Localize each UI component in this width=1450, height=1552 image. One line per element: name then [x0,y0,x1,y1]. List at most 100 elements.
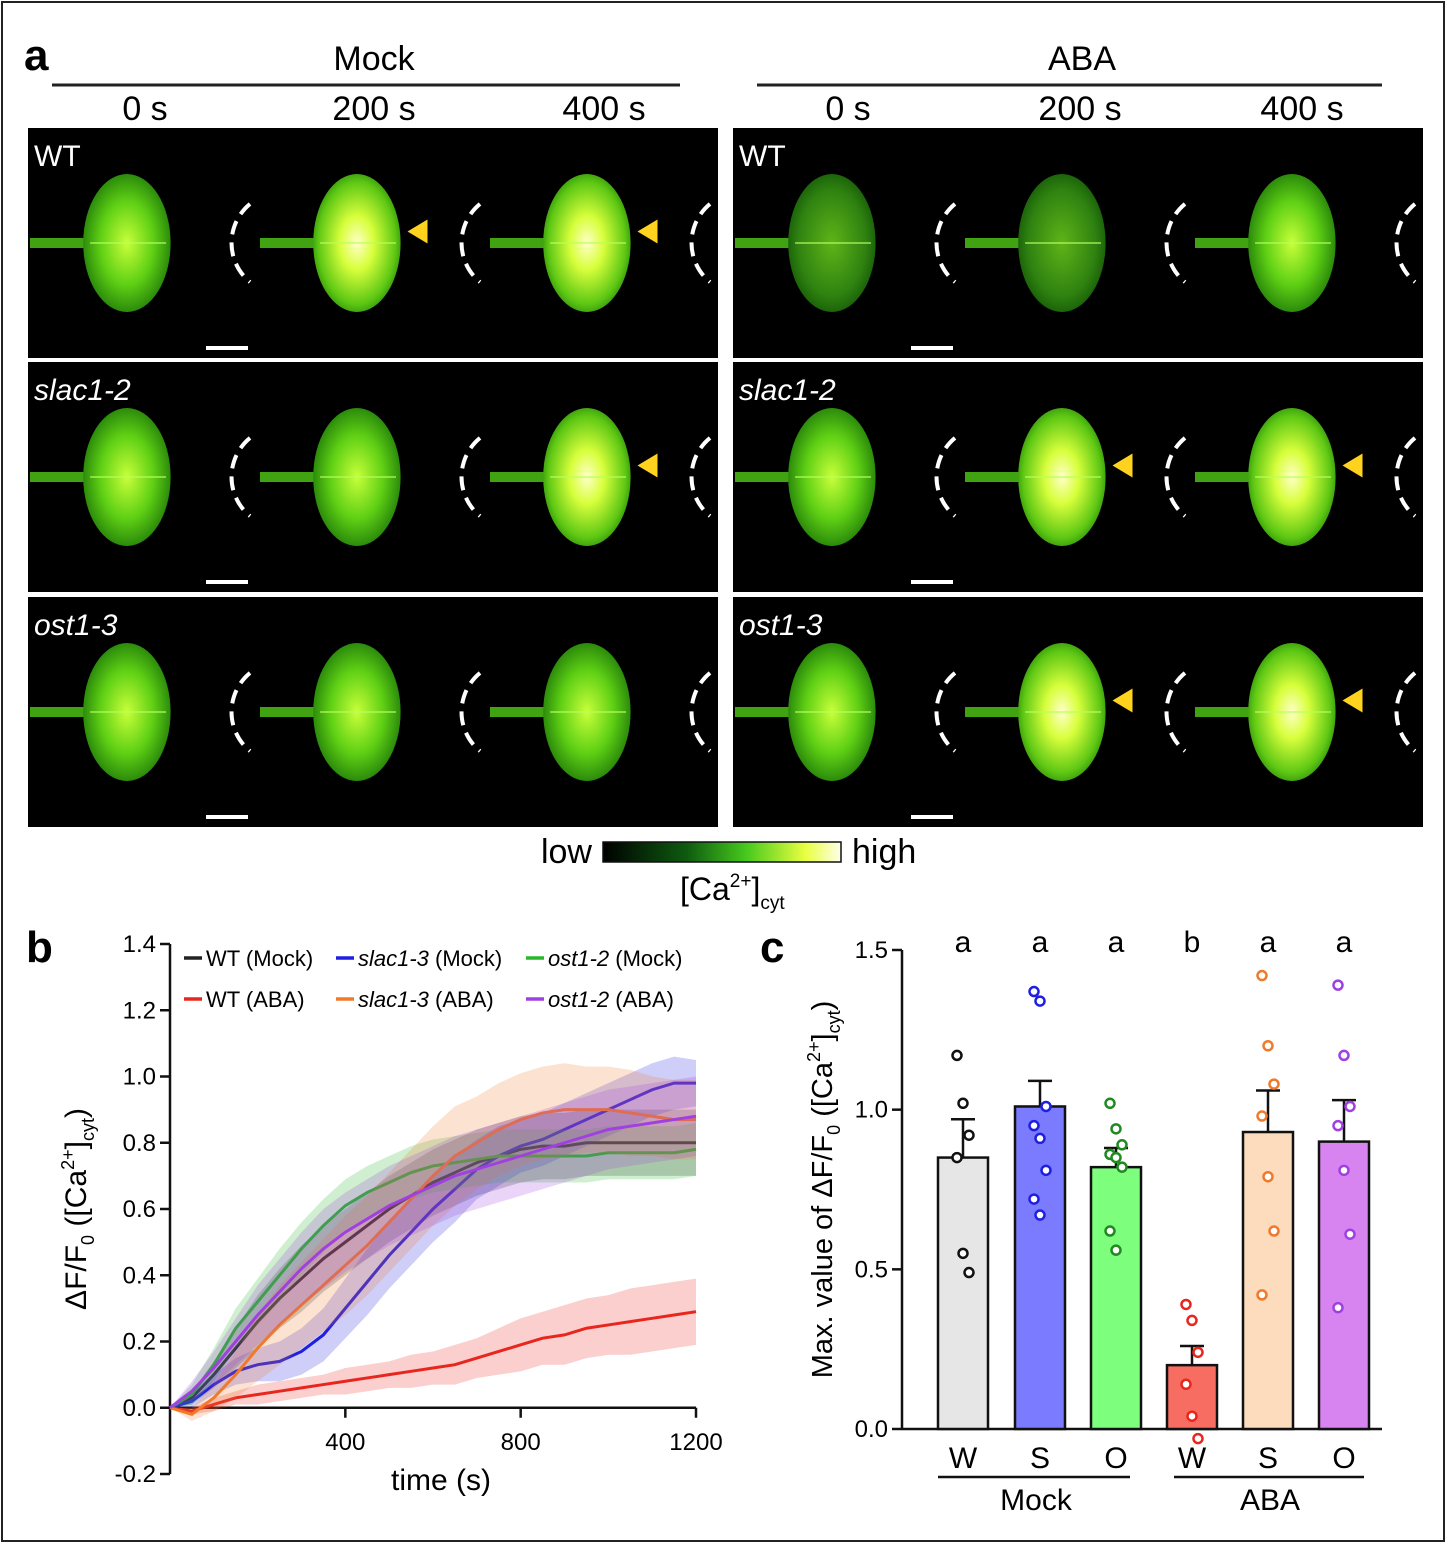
data-point [1332,979,1344,991]
legend-genotype: WT [206,987,240,1012]
genotype-label: WT [739,140,786,173]
arrowhead-marker [1112,453,1133,478]
data-point [1332,1119,1344,1132]
data-point [1028,1193,1040,1205]
leaf-petiole [30,472,99,482]
series-line [169,1114,697,1409]
bar [1317,1140,1371,1431]
image-panel-ost1-3-Mock: ost1-3 [28,597,718,827]
data-point [1040,1164,1052,1177]
legend-condition: (ABA) [429,987,494,1012]
data-point [1262,1040,1274,1052]
series-line [169,1108,696,1417]
bar-group-ABA-W: bW [1165,926,1219,1475]
legend-genotype: ost1-2 [548,946,609,971]
y-axis-title-part: ] [807,1033,839,1041]
bar-group-Mock-O: aO [1089,926,1143,1475]
significance-letter: a [1336,926,1353,959]
arrowhead-marker [1342,453,1363,478]
error-band [170,1076,696,1408]
condition-label-mock: Mock [333,40,415,78]
error-band [170,1063,696,1421]
leaf-petiole [965,472,1034,482]
colorbar-quantity-label: [Ca2+]cyt [680,871,785,914]
y-tick-label: 0.5 [855,1256,888,1283]
leaf-petiole [30,238,99,248]
data-point [1332,1301,1344,1314]
arrowhead-marker [637,453,658,478]
legend-condition: (Mock) [240,946,313,971]
y-tick-label: 0.6 [123,1196,156,1223]
data-point [1256,1289,1268,1301]
image-panel-WT-ABA: WT [733,128,1423,358]
data-point [1034,1209,1046,1221]
legend-entry: slac1-3 (Mock) [358,946,502,971]
leaf-petiole [30,707,99,717]
leaf-petiole [260,472,329,482]
image-panel-slac1-2-ABA: slac1-2 [733,362,1423,592]
legend-entry: ost1-2 (Mock) [548,946,682,971]
legend-condition: (Mock) [609,946,682,971]
colorbar-label-close: ] [751,871,760,907]
category-label: O [1332,1442,1355,1475]
y-axis-title-part: ([Ca [60,1170,93,1235]
panel-label-b: b [26,923,53,972]
genotype-label: slac1-2 [739,374,836,407]
data-point [1338,1164,1350,1177]
legend-genotype: WT [206,946,240,971]
dashed-arc-marker [689,202,712,284]
legend-entry: WT (ABA) [206,987,305,1012]
bar-group-ABA-O: aO [1317,926,1371,1475]
category-label: S [1030,1442,1050,1475]
data-point [1268,1078,1280,1090]
series-ost1-2 (ABA) [169,1076,697,1409]
data-point [957,1097,969,1110]
data-point [1192,1432,1204,1445]
y-tick-label: 1.2 [123,997,156,1024]
leaf-petiole [1195,472,1264,482]
data-point [963,1266,975,1279]
data-point [1256,969,1268,982]
leaf-petiole [965,238,1034,248]
dashed-arc-marker [229,436,252,518]
series-line [169,1147,697,1410]
leaf-petiole [260,238,329,248]
data-point [1116,1139,1128,1151]
data-point [1028,1119,1040,1132]
leaf-petiole [490,707,559,717]
group-label-mock: Mock [1000,1484,1073,1517]
dashed-arc-marker [459,202,482,284]
data-point [1110,1123,1122,1135]
data-point [951,1049,963,1062]
y-axis-title-part: Max. value of ΔF/F [807,1135,839,1378]
data-point [1180,1298,1192,1311]
y-axis-title-part: cyt [78,1118,98,1141]
data-point [963,1129,975,1141]
colorbar [602,841,842,863]
dashed-arc-marker [459,436,482,518]
bar [1013,1105,1067,1431]
dashed-arc-marker [1394,202,1417,284]
leaf-petiole [965,707,1034,717]
dashed-arc-marker [934,202,957,284]
group-label-aba: ABA [1240,1484,1300,1517]
y-tick-label: -0.2 [115,1461,156,1488]
time-label-aba-200: 200 s [1038,90,1121,128]
y-axis-title: ΔF/F0 ([Ca2+]cyt) [58,1108,98,1310]
time-label-mock-200: 200 s [332,90,415,128]
category-label: W [1178,1442,1207,1475]
y-tick-label: 1.0 [123,1064,156,1091]
panel-label-c: c [760,923,784,972]
dashed-arc-marker [459,671,482,753]
genotype-label: ost1-3 [34,609,118,642]
data-point [1034,995,1046,1007]
x-axis-title: time (s) [391,1464,491,1497]
leaf-petiole [1195,238,1264,248]
y-axis-title-part: 2+ [804,1041,824,1062]
y-tick-label: 0.2 [123,1329,156,1356]
condition-label-aba: ABA [1048,40,1116,78]
series-line [169,1310,697,1413]
significance-letter: a [1032,926,1049,959]
data-point [1040,1100,1052,1113]
